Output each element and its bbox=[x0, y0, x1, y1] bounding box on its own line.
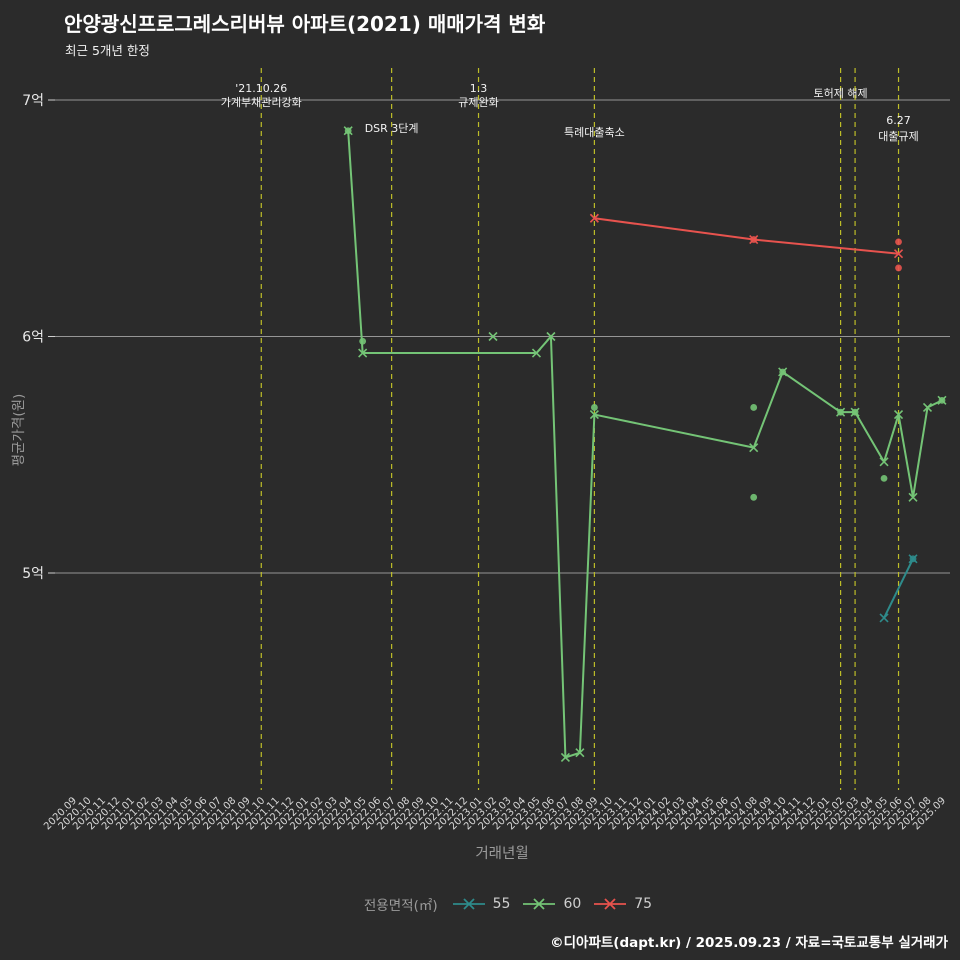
event-label: DSR 3단계 bbox=[365, 122, 419, 135]
series-60-dot bbox=[750, 493, 758, 501]
event-label: 규제완화 bbox=[458, 96, 498, 109]
series-75-dot bbox=[895, 264, 902, 272]
series-75-marker-icon bbox=[594, 898, 627, 910]
series-60-dot bbox=[837, 408, 844, 416]
series-60-marker bbox=[922, 402, 933, 413]
series-55-marker-icon bbox=[452, 898, 485, 910]
series-75-marker bbox=[589, 213, 599, 223]
event-label: 대출규제 bbox=[878, 130, 918, 143]
series-60-marker bbox=[531, 348, 542, 358]
y-tick-label: 5억 bbox=[22, 566, 44, 582]
page-title: 안양광신프로그레스리버뷰 아파트(2021) 매매가격 변화 bbox=[64, 12, 546, 36]
legend-label-75: 75 bbox=[634, 896, 653, 912]
series-60-marker bbox=[749, 443, 759, 453]
legend-item-60: 60 bbox=[522, 896, 581, 912]
page-subtitle: 최근 5개년 한정 bbox=[65, 43, 150, 58]
y-tick-label: 7억 bbox=[22, 93, 44, 109]
y-tick-label: 6억 bbox=[22, 330, 44, 346]
series-60-dot bbox=[344, 127, 352, 135]
legend-item-75: 75 bbox=[593, 896, 652, 912]
series-60-marker bbox=[893, 409, 904, 420]
series-60-marker-icon bbox=[523, 898, 556, 910]
series-60-dot bbox=[851, 408, 859, 416]
series-60-marker bbox=[575, 748, 585, 758]
legend-title: 전용면적(㎡) bbox=[363, 898, 438, 914]
series-60-marker bbox=[488, 331, 498, 342]
legend-item-55: 55 bbox=[452, 896, 511, 912]
legend: 전용면적(㎡) 55 60 75 bbox=[28, 894, 960, 914]
event-label: 특례대출축소 bbox=[564, 126, 625, 139]
x-axis-title: 거래년월 bbox=[475, 846, 529, 862]
series-60-dot bbox=[880, 475, 888, 482]
series-60-marker bbox=[560, 752, 570, 763]
event-label: 가계부채관리강화 bbox=[221, 96, 302, 109]
event-label: '21.10.26 bbox=[235, 82, 287, 95]
series-60-dot bbox=[359, 337, 367, 345]
event-label: 토허제 해제 bbox=[814, 86, 868, 100]
series-60-dot bbox=[590, 404, 598, 411]
series-75-dot bbox=[750, 236, 758, 243]
series-60-marker bbox=[546, 331, 556, 342]
series-60-line bbox=[347, 130, 943, 759]
series-60-marker bbox=[589, 409, 599, 420]
event-label: 6.27 bbox=[886, 114, 911, 127]
series-60-marker bbox=[879, 457, 889, 467]
series-75-dot bbox=[895, 238, 902, 246]
series-60-dot bbox=[750, 404, 758, 411]
legend-label-60: 60 bbox=[563, 896, 582, 912]
series-60-marker bbox=[358, 348, 368, 358]
series-60-dot bbox=[938, 396, 946, 404]
y-axis-title: 평균가격(원) bbox=[11, 393, 27, 467]
series-60-dot bbox=[779, 368, 787, 376]
series-75-marker bbox=[893, 249, 904, 259]
event-label: 1.3 bbox=[470, 82, 488, 95]
series-60-marker bbox=[908, 492, 918, 502]
series-55-dot bbox=[909, 555, 917, 563]
legend-label-55: 55 bbox=[492, 896, 511, 912]
series-75-line bbox=[594, 217, 899, 255]
attribution-footer: ©디아파트(dapt.kr) / 2025.09.23 / 자료=국토교통부 실… bbox=[550, 935, 948, 951]
series-55-line bbox=[883, 558, 914, 619]
series-55-marker bbox=[879, 613, 889, 623]
